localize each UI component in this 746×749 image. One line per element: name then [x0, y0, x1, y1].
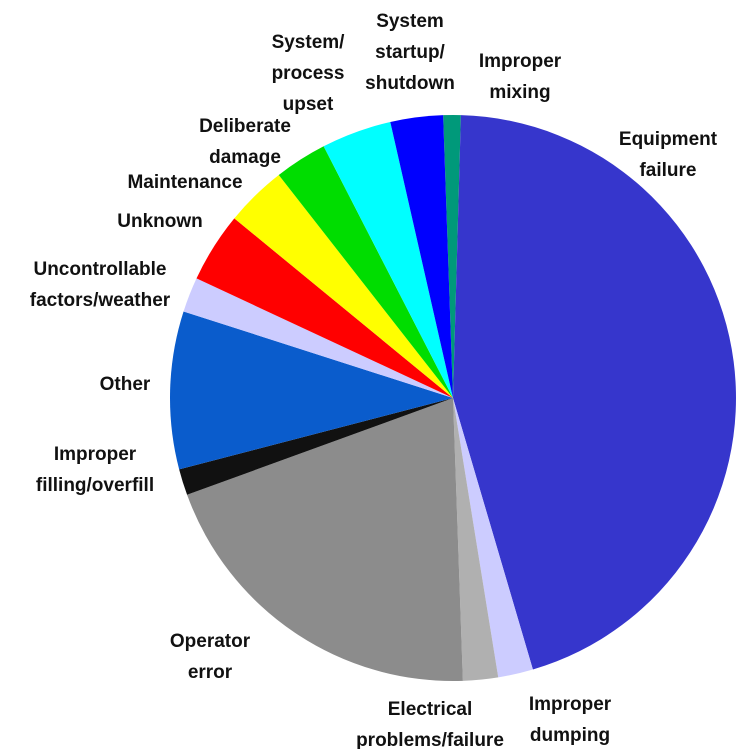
label-line: System/ [272, 32, 346, 53]
label-line: Equipment [619, 129, 718, 150]
slice-label: Uncontrollable factors/weather [30, 259, 171, 311]
label-line: process [272, 63, 345, 84]
slice-label: System/process upset [272, 32, 346, 115]
slice-label: Other [100, 374, 151, 395]
slice-label: Electrical problems/failure [356, 699, 504, 749]
label-line: error [188, 662, 233, 683]
label-line: startup/ [375, 42, 445, 63]
label-line: factors/weather [30, 290, 171, 311]
pie-slice [443, 115, 461, 399]
slice-label: Maintenance [127, 172, 242, 193]
label-line: Operator [170, 631, 251, 652]
pie-slice [278, 146, 453, 398]
label-line: Other [100, 374, 151, 395]
label-line: mixing [489, 82, 550, 103]
pie-slice [170, 311, 454, 470]
pie-slice [183, 278, 454, 398]
pie-slice [179, 398, 453, 495]
pie-slice [453, 398, 533, 678]
slice-label: Operator error [170, 631, 251, 683]
label-line: Maintenance [127, 172, 242, 193]
pie-slice [453, 115, 736, 670]
label-line: Uncontrollable [33, 259, 166, 280]
slice-label: Deliberate damage [199, 116, 291, 168]
pie-slice [323, 122, 453, 399]
slice-label: Improper dumping [529, 694, 612, 746]
label-line: Improper [479, 51, 562, 72]
label-line: damage [209, 147, 281, 168]
pie-slice [453, 398, 499, 681]
label-line: failure [639, 160, 696, 181]
slice-label: Equipment failure [619, 129, 718, 181]
label-line: Deliberate [199, 116, 291, 137]
label-line: shutdown [365, 73, 455, 94]
pie-slice [187, 398, 463, 681]
slice-label: Unknown [117, 211, 203, 232]
slice-label: System startup/shutdown [365, 11, 455, 94]
label-line: dumping [530, 725, 610, 746]
label-line: Unknown [117, 211, 203, 232]
label-line: problems/failure [356, 730, 504, 749]
label-line: Improper [54, 444, 137, 465]
pie-slice [390, 115, 453, 398]
label-line: filling/overfill [36, 475, 154, 496]
label-line: System [376, 11, 444, 32]
slice-label: Improper filling/overfill [36, 444, 154, 496]
label-line: Improper [529, 694, 612, 715]
pie-slice [234, 174, 453, 398]
label-line: Electrical [388, 699, 473, 720]
slice-label: Improper mixing [479, 51, 562, 103]
label-line: upset [283, 94, 334, 115]
pie-slice [196, 218, 453, 398]
